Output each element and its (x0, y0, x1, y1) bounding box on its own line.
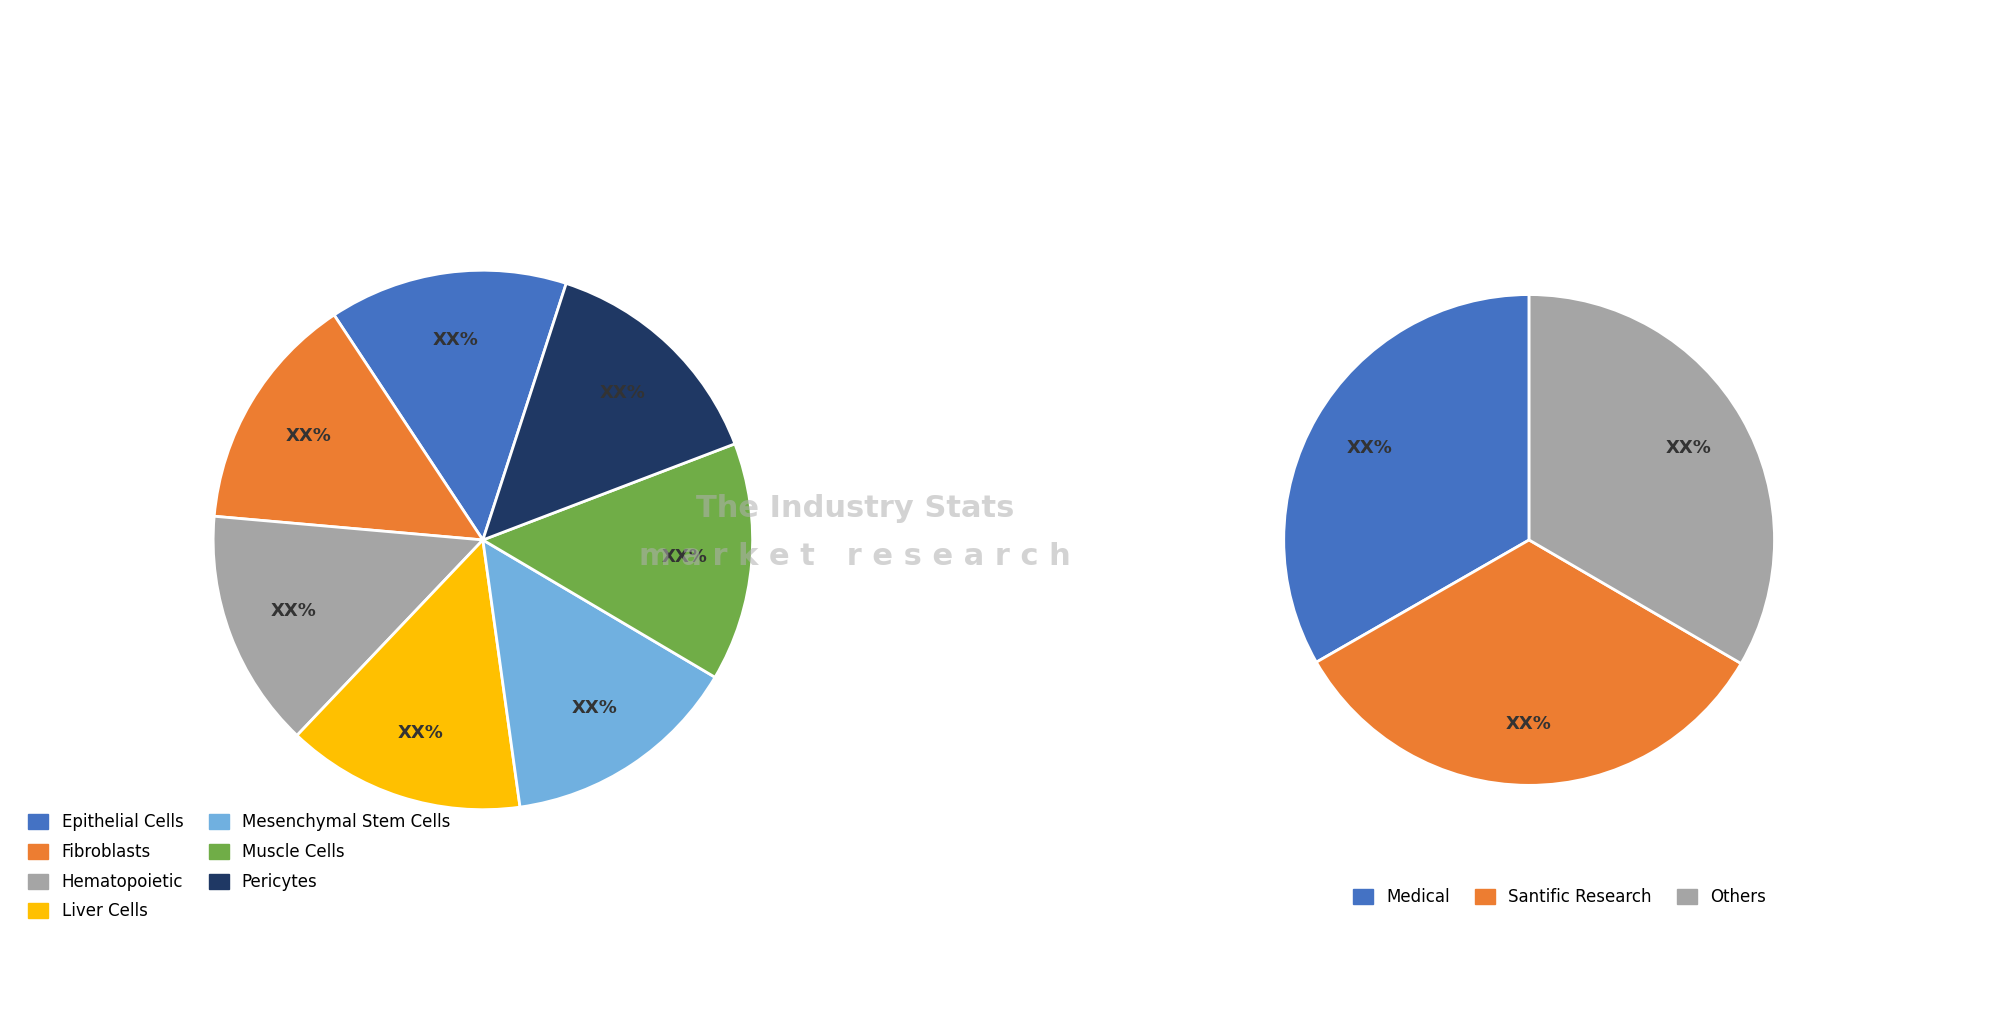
Text: XX%: XX% (1346, 439, 1392, 456)
Wedge shape (334, 271, 565, 539)
Text: XX%: XX% (1666, 439, 1712, 457)
Text: XX%: XX% (600, 384, 646, 403)
Text: Email: sales@theindustrystats.com: Email: sales@theindustrystats.com (829, 972, 1183, 990)
Text: Fig. Global Human Primary Cells Market Share by Product Types & Application: Fig. Global Human Primary Cells Market S… (24, 37, 1249, 64)
Wedge shape (483, 284, 734, 539)
Text: Website: www.theindustrystats.com: Website: www.theindustrystats.com (1624, 972, 1992, 990)
Text: XX%: XX% (662, 549, 708, 566)
Wedge shape (483, 539, 714, 807)
Text: XX%: XX% (1505, 715, 1551, 733)
Text: XX%: XX% (571, 700, 618, 717)
Legend: Epithelial Cells, Fibroblasts, Hematopoietic, Liver Cells, Mesenchymal Stem Cell: Epithelial Cells, Fibroblasts, Hematopoi… (28, 813, 451, 921)
Text: The Industry Stats
m a r k e t   r e s e a r c h: The Industry Stats m a r k e t r e s e a… (640, 494, 1070, 571)
Wedge shape (1529, 294, 1775, 663)
Wedge shape (483, 444, 752, 677)
Wedge shape (1316, 539, 1740, 785)
Text: XX%: XX% (433, 331, 479, 349)
Wedge shape (213, 516, 483, 735)
Wedge shape (1284, 294, 1529, 662)
Text: Source: Theindustrystats Analysis: Source: Theindustrystats Analysis (20, 972, 366, 990)
Wedge shape (298, 539, 519, 809)
Text: XX%: XX% (272, 602, 316, 621)
Legend: Medical, Santific Research, Others: Medical, Santific Research, Others (1352, 888, 1767, 907)
Text: XX%: XX% (286, 428, 332, 445)
Text: XX%: XX% (398, 724, 445, 741)
Wedge shape (213, 315, 483, 539)
